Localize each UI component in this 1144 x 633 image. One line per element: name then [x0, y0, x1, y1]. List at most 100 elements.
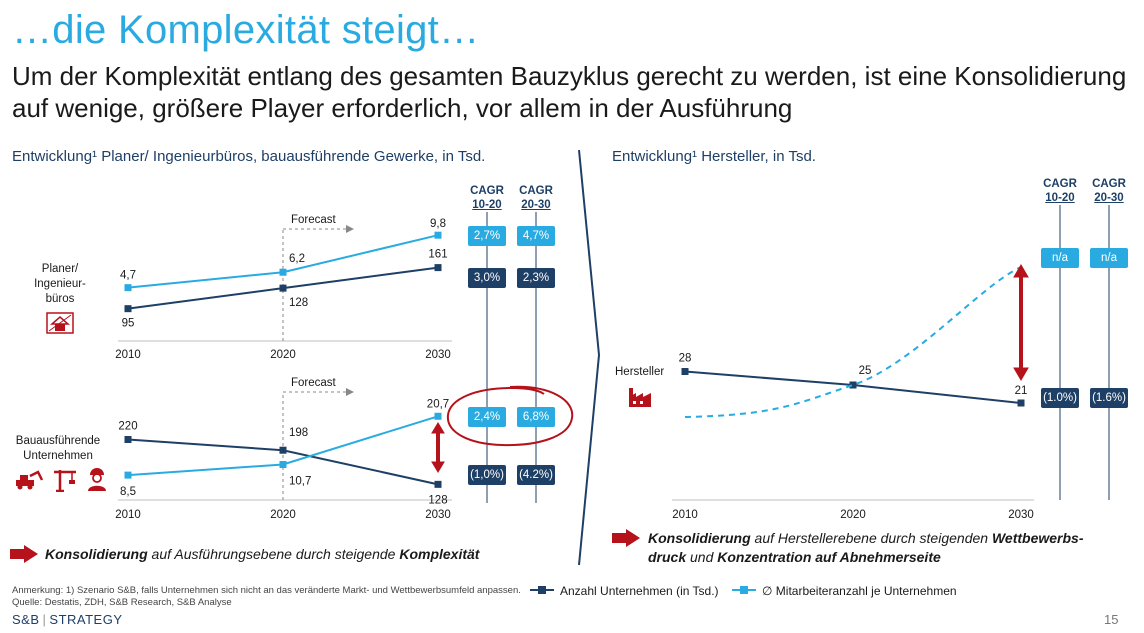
takeaway-right: Konsolidierung auf Herstellerebene durch… [648, 529, 1118, 567]
takeaway-bold: Komplexität [399, 546, 480, 562]
cagr-box: 2,7% [468, 226, 506, 246]
takeaway-text: und [686, 549, 718, 565]
cagr-box: n/a [1041, 248, 1079, 268]
footnote: Anmerkung: 1) Szenario S&B, falls Untern… [12, 585, 521, 596]
right-section-title: Entwicklung¹ Hersteller, in Tsd. [612, 148, 816, 165]
forecast-label: Forecast [291, 214, 337, 226]
data-point [279, 284, 287, 292]
excavator-icon [16, 470, 44, 490]
data-point [434, 480, 442, 488]
red-arrow-chart3 [1013, 264, 1029, 381]
x-tick-label: 2010 [115, 509, 141, 521]
page-title: …die Komplexität steigt… [12, 8, 480, 52]
data-point [124, 305, 132, 313]
page-subtitle: Um der Komplexität entlang des gesamten … [12, 61, 1127, 123]
x-tick-label: 2030 [425, 509, 451, 521]
legend-light-label: ∅ Mitarbeiteranzahl je Unternehmen [762, 584, 957, 598]
architect-house-icon [46, 312, 74, 334]
cagr-box: 2,4% [468, 407, 506, 427]
cagr-box: 4,7% [517, 226, 555, 246]
highlight-ellipse [446, 385, 574, 447]
cagr-box: (1.0%) [1041, 388, 1079, 408]
cagr-box: (1,0%) [468, 465, 506, 485]
data-label: 8,5 [120, 486, 136, 498]
data-label: 4,7 [120, 270, 136, 282]
data-point [279, 268, 287, 276]
x-tick-label: 2010 [672, 509, 698, 521]
data-point [1017, 399, 1025, 407]
data-label: 20,7 [427, 398, 449, 410]
data-point [434, 231, 442, 239]
data-label: 128 [428, 494, 447, 506]
brand-left: S&B [12, 612, 40, 627]
cagr-label: CAGR [1092, 178, 1126, 190]
cagr-box: 3,0% [468, 268, 506, 288]
cagr-header-20-30-left: CAGR 20-30 [516, 184, 556, 212]
takeaway-bold: Konsolidierung [45, 546, 148, 562]
factory-icon [629, 388, 651, 407]
x-tick-label: 2030 [425, 349, 451, 361]
takeaway-text: auf Ausführungsebene durch steigende [147, 546, 400, 562]
cagr-header-10-20-right: CAGR 10-20 [1040, 177, 1080, 205]
data-point [124, 284, 132, 292]
category-label-hersteller: Hersteller [615, 366, 665, 378]
takeaway-left: Konsolidierung auf Ausführungsebene durc… [45, 545, 479, 564]
takeaway-bold: Wettbewerbs-druck [648, 530, 1084, 565]
data-point [434, 412, 442, 420]
takeaway-arrow-icon [612, 529, 640, 547]
data-point [124, 436, 132, 443]
data-label: 25 [859, 365, 872, 377]
data-label: 10,7 [289, 476, 311, 488]
x-tick-label: 2020 [840, 509, 866, 521]
cagr-label: CAGR [470, 185, 504, 197]
section-divider [578, 150, 601, 566]
data-label: 6,2 [289, 253, 305, 265]
takeaway-bold: Konzentration auf Abnehmerseite [717, 549, 941, 565]
x-tick-label: 2020 [270, 509, 296, 521]
data-point [434, 264, 442, 272]
takeaway-bold: Konsolidierung [648, 530, 751, 546]
x-tick-label: 2030 [1008, 509, 1034, 521]
data-point [681, 368, 689, 375]
legend-light-marker [732, 586, 756, 594]
forecast-bracket-2 [282, 388, 354, 500]
cagr-label: CAGR [519, 185, 553, 197]
forecast-label: Forecast [291, 377, 337, 389]
data-point [849, 381, 857, 389]
legend-dark-marker [530, 586, 554, 594]
category-label-planer: Planer/ Ingenieur-büros [34, 263, 86, 305]
x-tick-label: 2010 [115, 349, 141, 361]
cagr-period: 10-20 [1045, 192, 1075, 204]
brand-right: STRATEGY [49, 612, 123, 627]
page-number: 15 [1104, 612, 1119, 627]
red-arrow-chart2 [431, 422, 445, 473]
brand-logo: S&B | STRATEGY [12, 612, 123, 627]
cagr-box: (4.2%) [517, 465, 555, 485]
worker-icon [88, 468, 106, 491]
data-label: 21 [1015, 385, 1028, 397]
cagr-period: 20-30 [521, 199, 551, 211]
crane-icon [54, 470, 76, 492]
cagr-box: n/a [1090, 248, 1128, 268]
legend-dark-label: Anzahl Unternehmen (in Tsd.) [560, 584, 719, 598]
data-point [279, 446, 287, 454]
category-label-bauausfuehrende: Bauausführende Unternehmen [15, 435, 101, 462]
cagr-label: CAGR [1043, 178, 1077, 190]
data-point [279, 461, 287, 469]
source-note: Quelle: Destatis, ZDH, S&B Research, S&B… [12, 597, 232, 608]
data-label: 220 [118, 421, 137, 433]
cagr-header-20-30-right: CAGR 20-30 [1089, 177, 1129, 205]
series-line-dashed [684, 266, 1022, 418]
cagr-box: 2,3% [517, 268, 555, 288]
data-label: 161 [428, 249, 447, 261]
cagr-box: (1.6%) [1090, 388, 1128, 408]
data-label: 9,8 [430, 218, 446, 230]
takeaway-arrow-icon [10, 545, 38, 563]
x-tick-label: 2020 [270, 349, 296, 361]
data-label: 128 [289, 297, 308, 309]
data-label: 95 [122, 318, 135, 330]
forecast-bracket-1 [282, 225, 354, 341]
cagr-period: 10-20 [472, 199, 502, 211]
data-label: 28 [679, 353, 692, 365]
takeaway-text: auf Herstellerebene durch steigenden [750, 530, 992, 546]
